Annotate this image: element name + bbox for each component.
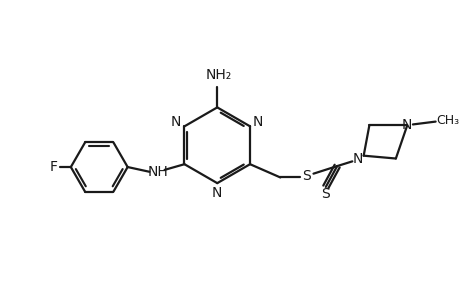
- Text: F: F: [50, 160, 58, 174]
- Text: S: S: [321, 188, 330, 202]
- Text: NH₂: NH₂: [206, 68, 232, 82]
- Text: N: N: [212, 186, 222, 200]
- Text: CH₃: CH₃: [436, 114, 459, 127]
- Text: NH: NH: [147, 165, 168, 179]
- Text: N: N: [252, 115, 263, 129]
- Text: S: S: [302, 169, 311, 183]
- Text: N: N: [171, 115, 181, 129]
- Text: N: N: [401, 118, 412, 132]
- Text: N: N: [352, 152, 363, 166]
